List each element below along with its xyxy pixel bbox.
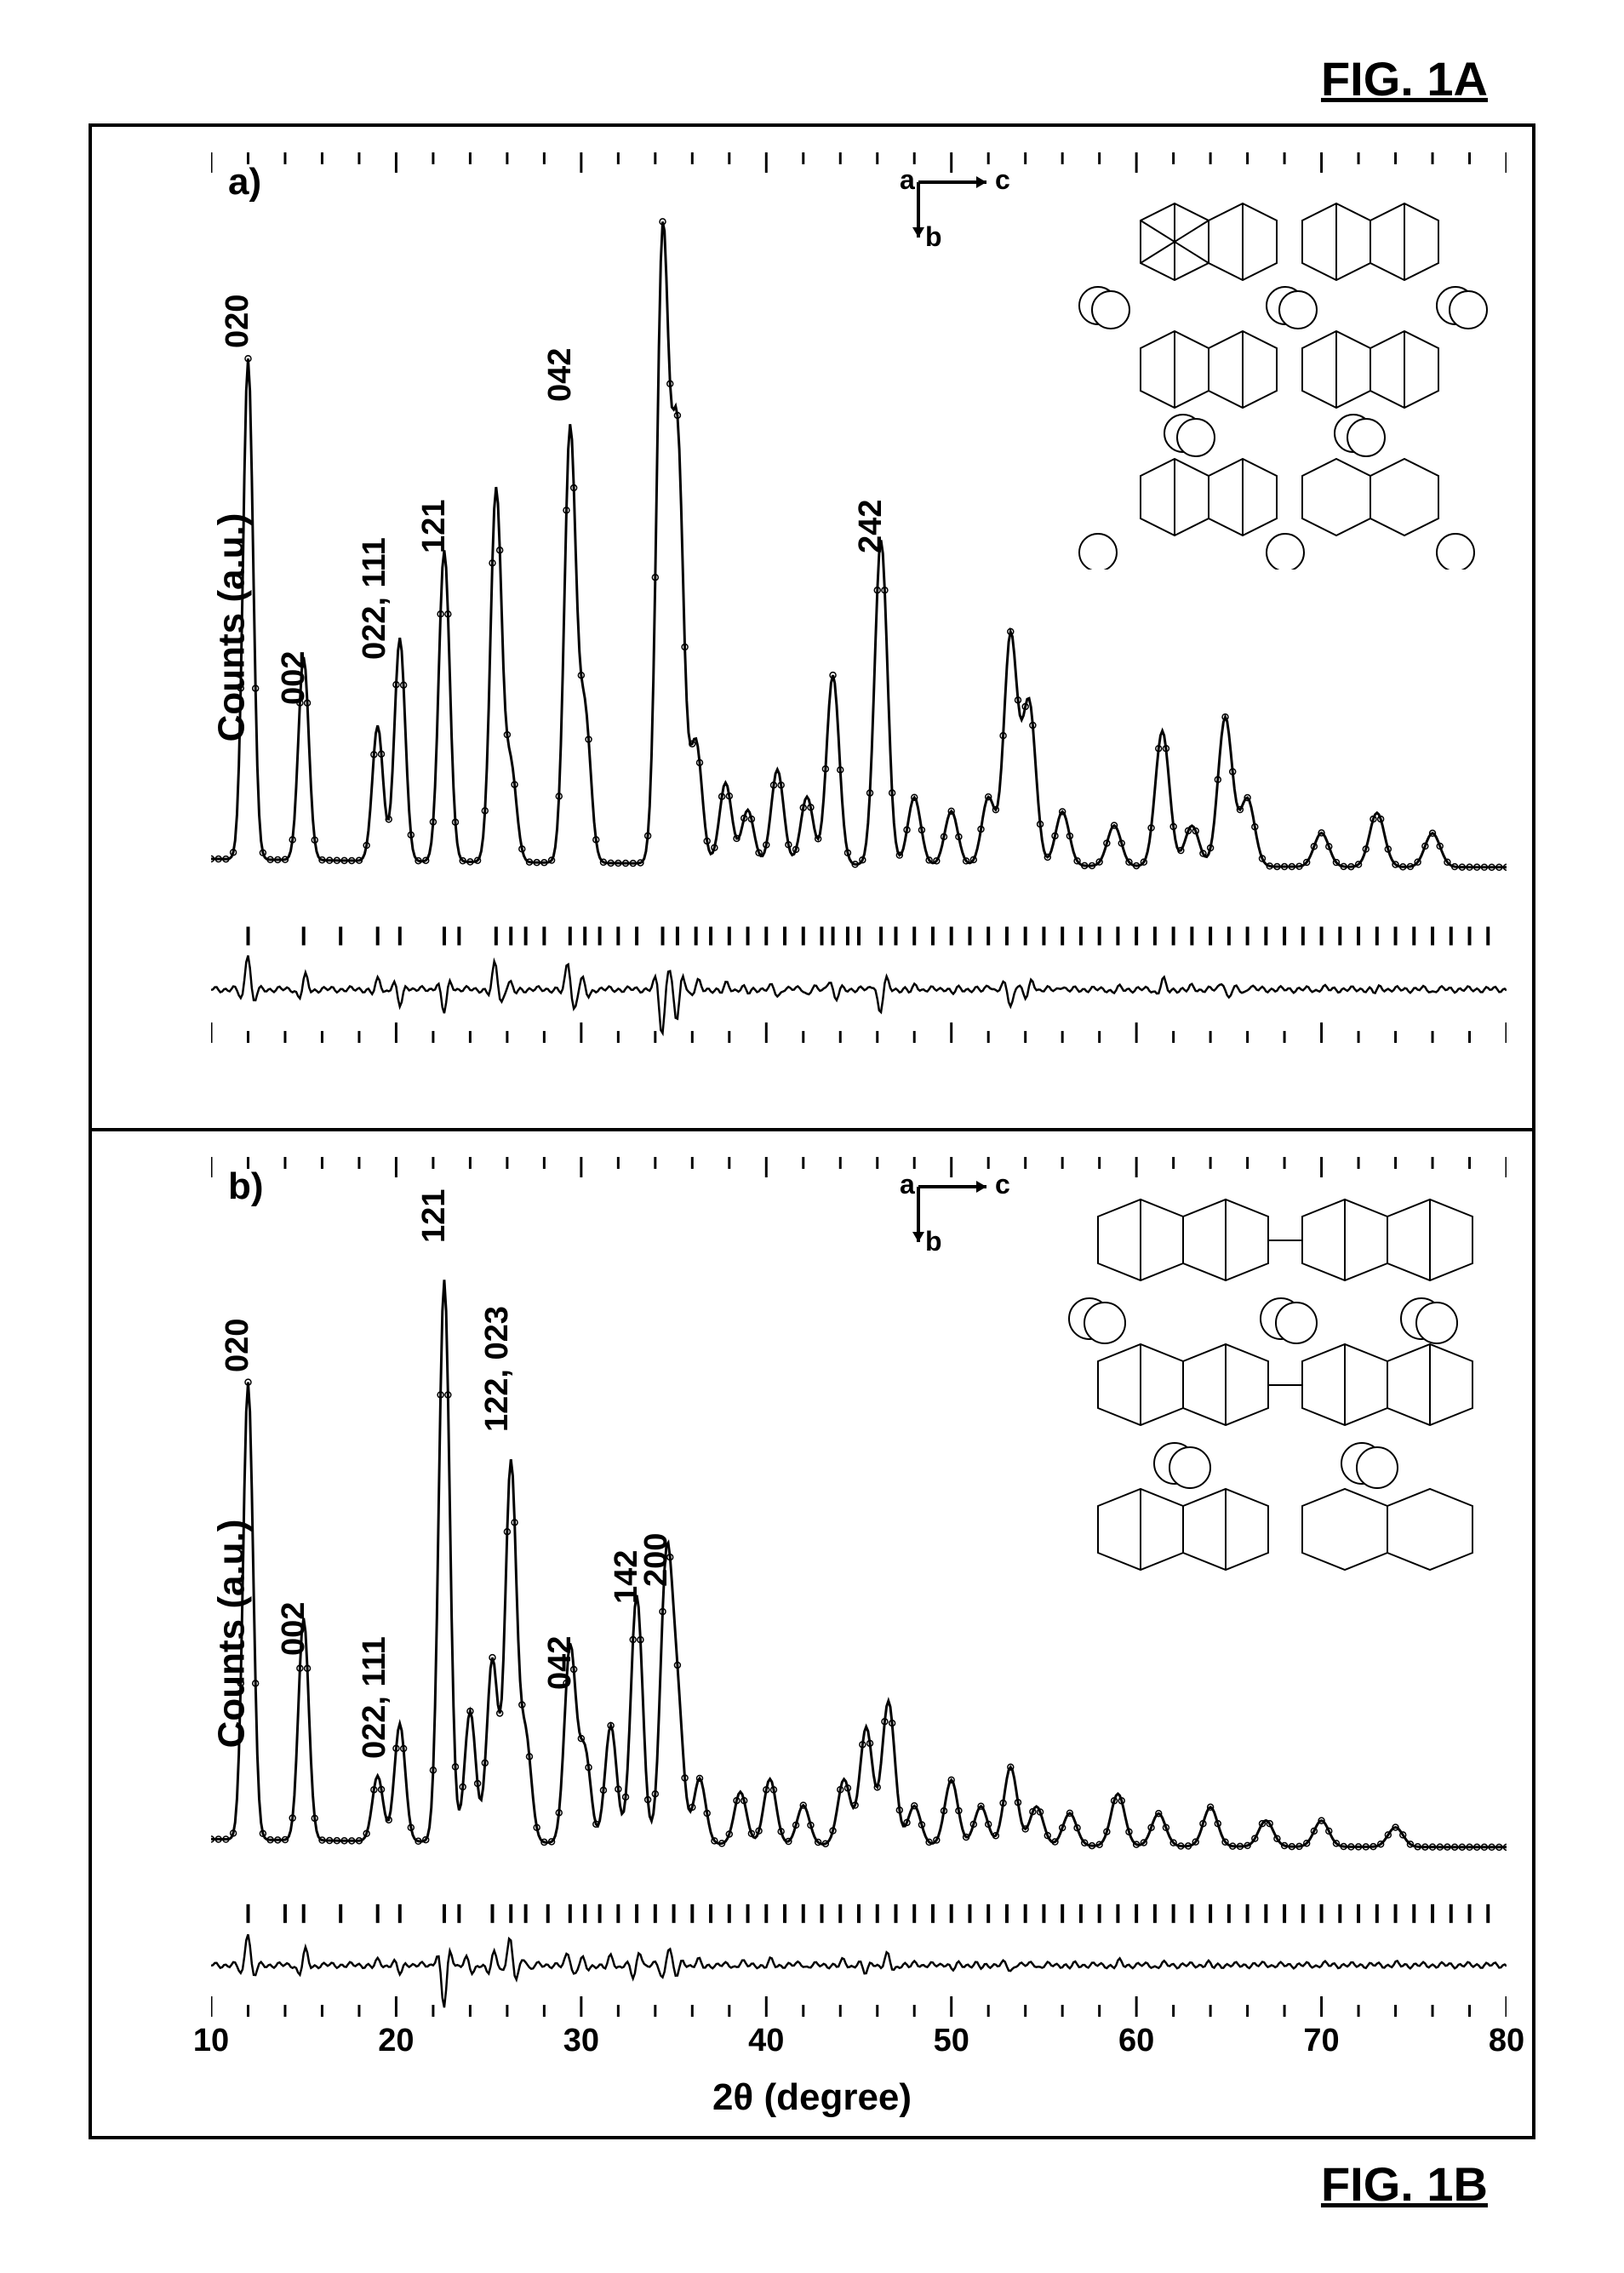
xtick-20: 20 (378, 2023, 414, 2059)
figure-container: Counts (a.u.) a) a b c (89, 123, 1535, 2139)
xtick-50: 50 (934, 2023, 969, 2059)
inset-structure-b (1064, 1191, 1490, 1574)
xtick-10: 10 (193, 2023, 229, 2059)
axis-c-letter-b: c (995, 1169, 1010, 1199)
peak-label-002: 002 (276, 650, 312, 704)
peak-label-042: 042 (542, 1636, 579, 1690)
x-axis-label: 2θ (degree) (712, 2076, 912, 2119)
peak-label-022-111: 022, 111 (357, 1636, 393, 1759)
xtick-70: 70 (1303, 2023, 1339, 2059)
figure-label-top: FIG. 1A (68, 51, 1488, 106)
axis-b-letter-b: b (925, 1226, 942, 1257)
panel-a-label: a) (228, 161, 261, 203)
panel-b: Counts (a.u.) b) a b c (92, 1131, 1532, 2136)
peak-label-121: 121 (416, 1189, 453, 1243)
axis-indicator-a: a b c (884, 161, 1021, 255)
peak-label-042: 042 (542, 347, 579, 401)
peak-label-122-023: 122, 023 (479, 1306, 516, 1432)
axis-indicator-b: a b c (884, 1165, 1021, 1259)
xtick-40: 40 (748, 2023, 784, 2059)
peak-label-200: 200 (638, 1533, 675, 1587)
peak-label-002: 002 (276, 1601, 312, 1655)
figure-label-bottom: FIG. 1B (68, 2156, 1488, 2212)
axis-a-letter: a (900, 164, 915, 195)
axis-a-letter-b: a (900, 1169, 915, 1199)
axis-b-letter: b (925, 221, 942, 252)
panel-b-label: b) (228, 1165, 264, 1208)
plot-area-b: b) a b c (211, 1157, 1507, 2017)
axis-c-letter: c (995, 164, 1010, 195)
panel-a: Counts (a.u.) a) a b c (92, 127, 1532, 1131)
peak-label-020: 020 (220, 295, 256, 348)
xtick-80: 80 (1489, 2023, 1524, 2059)
peak-label-121: 121 (416, 499, 453, 553)
peak-label-242: 242 (853, 499, 889, 553)
peak-label-022-111: 022, 111 (357, 538, 393, 661)
xtick-30: 30 (563, 2023, 599, 2059)
inset-structure-a (1064, 186, 1490, 570)
xtick-60: 60 (1118, 2023, 1154, 2059)
peak-label-020: 020 (220, 1318, 256, 1371)
plot-area-a: a) a b c (211, 152, 1507, 1043)
